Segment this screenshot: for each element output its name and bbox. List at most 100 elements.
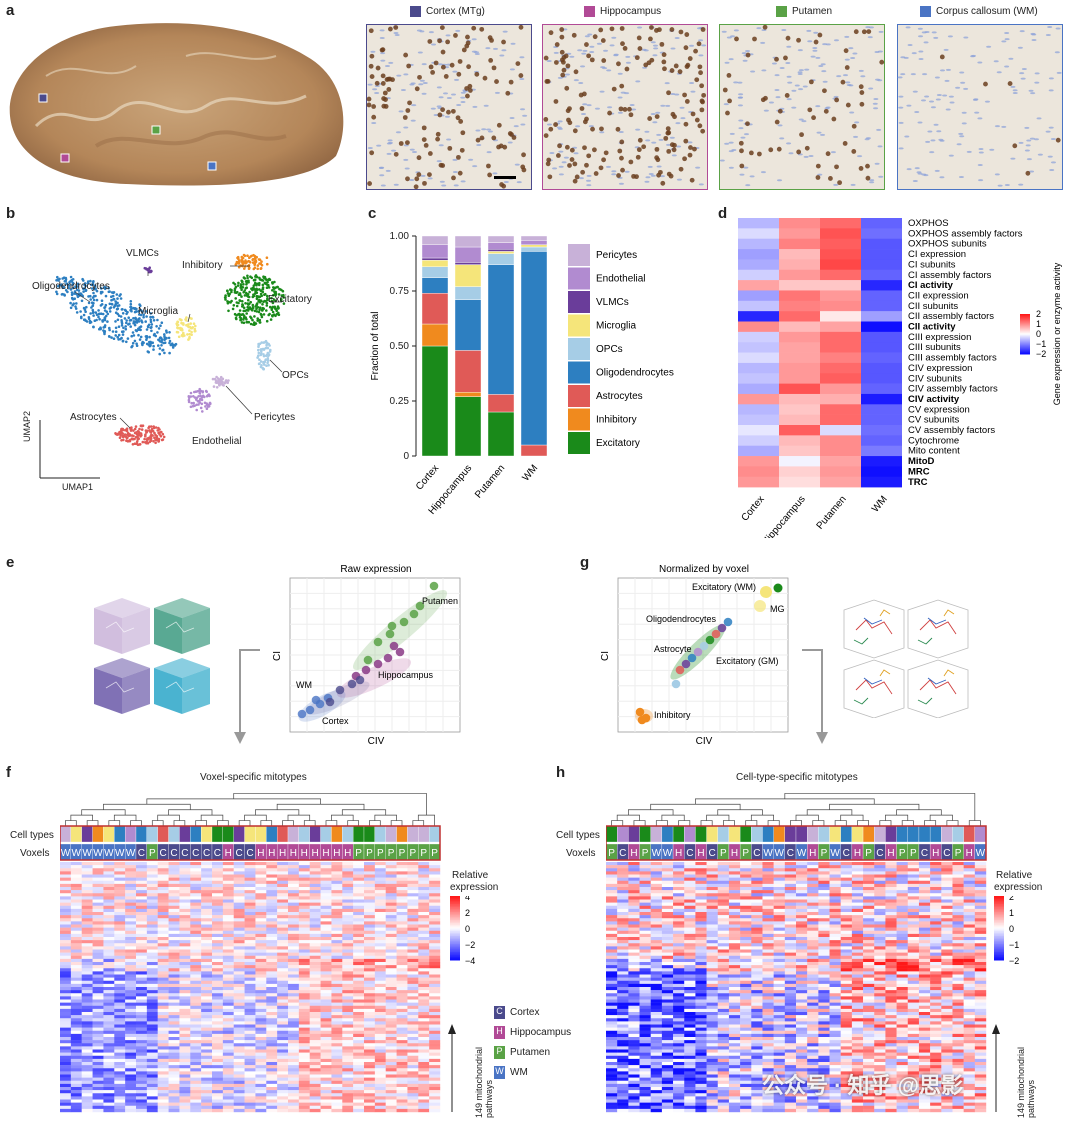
- umap-point: [190, 401, 193, 405]
- heatmap-cell: [364, 968, 376, 972]
- heatmap-cell: [190, 1024, 202, 1028]
- nucleus-blue: [510, 42, 516, 45]
- heatmap-cell: [331, 896, 343, 900]
- heatmap-cell: [201, 1037, 213, 1041]
- heatmap-cell: [244, 971, 256, 975]
- heatmap-cell: [364, 1030, 376, 1035]
- heatmap-cell: [179, 930, 191, 935]
- nucleus-blue: [1048, 77, 1054, 80]
- heatmap-cell: [92, 918, 104, 922]
- heatmap-cell: [114, 1021, 126, 1025]
- heatmap-cell: [222, 1033, 234, 1038]
- cube-neuron: [105, 681, 135, 693]
- heatmap-cell: [342, 933, 354, 938]
- panel-label-g: g: [580, 554, 590, 571]
- heatmap-cell: [179, 952, 191, 956]
- heatmap-cell: [81, 902, 93, 906]
- cell-type-chip: [81, 825, 93, 843]
- heatmap-cell: [407, 993, 419, 997]
- umap-point: [253, 315, 256, 318]
- umap-point: [242, 318, 245, 321]
- nucleus-stained: [701, 92, 707, 98]
- heatmap-cell: [429, 937, 441, 941]
- nucleus-blue: [409, 148, 415, 151]
- umap-point: [251, 303, 255, 307]
- heatmap-cell: [190, 890, 202, 894]
- heatmap-cell: [81, 1015, 93, 1019]
- heatmap-cell: [157, 940, 169, 944]
- heatmap-cell: [331, 921, 343, 925]
- voxel-letter: H: [344, 848, 351, 859]
- heatmap-cell: [244, 902, 256, 906]
- nucleus-blue: [509, 68, 515, 71]
- heatmap-cell: [429, 968, 441, 972]
- umap-point: [118, 436, 122, 439]
- umap-point: [134, 316, 137, 320]
- histology-frame: [366, 24, 532, 190]
- heatmap-cell: [212, 1033, 224, 1038]
- nucleus-blue: [810, 55, 816, 58]
- nucleus-stained: [414, 176, 420, 182]
- nucleus-blue: [680, 117, 686, 120]
- umap-point: [237, 293, 241, 296]
- colorbar-step: [1020, 331, 1030, 333]
- umap-point: [163, 335, 166, 338]
- heatmap-cell: [277, 949, 289, 953]
- nucleus-blue: [924, 95, 930, 98]
- umap-point: [101, 320, 104, 323]
- nucleus-stained: [581, 91, 587, 97]
- heatmap-cell: [342, 937, 354, 941]
- heatmap-cell: [103, 1043, 115, 1047]
- heatmap-cell: [114, 943, 126, 947]
- umap-point: [271, 314, 274, 318]
- heatmap-cell: [103, 933, 115, 938]
- umap-point: [158, 352, 161, 356]
- heatmap-cell: [70, 940, 82, 944]
- nucleus-blue: [648, 173, 654, 176]
- heatmap-cell: [70, 1002, 82, 1006]
- nucleus-blue: [635, 128, 641, 131]
- heatmap-cell: [157, 974, 169, 978]
- dendrogram-branch: [173, 820, 186, 826]
- scatter-point: [760, 586, 772, 598]
- arrow-g: [802, 649, 828, 744]
- heatmap-cell: [157, 912, 169, 916]
- heatmap-cell: [190, 1015, 202, 1019]
- nucleus-stained: [615, 126, 621, 132]
- heatmap-cell: [277, 958, 289, 963]
- heatmap-cell: [222, 987, 234, 991]
- nucleus-blue: [603, 49, 609, 52]
- dendrogram-branch: [200, 814, 224, 821]
- heatmap-cell: [92, 915, 104, 919]
- heatmap-cell: [222, 1002, 234, 1006]
- nucleus-blue: [594, 107, 600, 110]
- heatmap-cell: [125, 940, 137, 944]
- heatmap-cell: [353, 865, 365, 869]
- heatmap-cell: [277, 874, 289, 878]
- nucleus-blue: [698, 54, 704, 57]
- heatmap-cell: [779, 311, 820, 322]
- heatmap-cell: [70, 965, 82, 969]
- heatmap-cell: [407, 940, 419, 944]
- nucleus-blue: [963, 87, 969, 90]
- heatmap-cell: [277, 1027, 289, 1031]
- nucleus-blue: [618, 130, 624, 133]
- heatmap-cell: [201, 1008, 213, 1013]
- heatmap-cell: [222, 924, 234, 928]
- heatmap-cell: [125, 974, 137, 978]
- heatmap-cell: [288, 915, 300, 919]
- heatmap-cell: [244, 1012, 256, 1016]
- heatmap-cell: [81, 1040, 93, 1044]
- heatmap-cell: [779, 414, 820, 426]
- heatmap-cell: [70, 1012, 82, 1016]
- umap-point: [230, 290, 233, 294]
- heatmap-cell: [407, 912, 419, 916]
- heatmap-cell: [331, 890, 343, 894]
- heatmap-cell: [407, 1046, 419, 1050]
- nucleus-stained: [375, 65, 381, 71]
- heatmap-cell: [136, 918, 148, 922]
- nucleus-blue: [446, 138, 452, 141]
- heatmap-cell: [385, 980, 397, 985]
- heatmap-cell: [385, 952, 397, 956]
- heatmap-cell: [288, 927, 300, 931]
